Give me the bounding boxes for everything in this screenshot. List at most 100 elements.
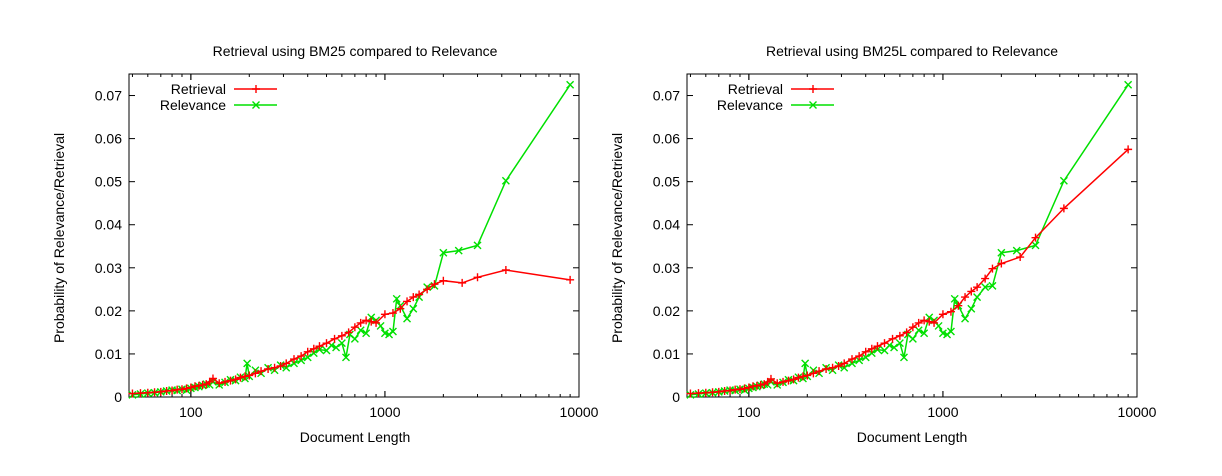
data-point-retrieval xyxy=(251,369,260,378)
data-point-relevance xyxy=(890,343,899,352)
data-point-retrieval xyxy=(997,259,1006,268)
legend-marker-right xyxy=(809,101,817,109)
data-point-retrieval xyxy=(245,371,254,380)
data-point-retrieval xyxy=(784,376,793,385)
data-point-retrieval xyxy=(828,363,837,372)
data-point-relevance xyxy=(946,327,955,336)
data-point-retrieval xyxy=(686,389,695,398)
y-tick-label: 0.05 xyxy=(653,174,680,190)
data-point-relevance xyxy=(981,283,990,292)
chart-right-y-label: Probability of Relevance/Retrieval xyxy=(609,133,625,343)
data-point-retrieval xyxy=(208,374,217,383)
data-point-retrieval xyxy=(367,317,376,326)
data-point-retrieval xyxy=(186,383,195,392)
y-tick-label: 0.06 xyxy=(95,131,122,147)
data-point-retrieval xyxy=(855,352,864,361)
data-point-relevance xyxy=(895,339,904,348)
data-point-retrieval xyxy=(861,347,870,356)
data-point-retrieval xyxy=(967,287,976,296)
data-point-retrieval xyxy=(182,384,191,393)
data-point-retrieval xyxy=(1124,145,1133,154)
data-point-retrieval xyxy=(168,386,177,395)
data-point-retrieval xyxy=(981,274,990,283)
x-tick-label: 1000 xyxy=(369,404,400,420)
data-point-relevance xyxy=(950,294,959,303)
legend-marker-left xyxy=(252,101,260,109)
data-point-retrieval xyxy=(735,385,744,394)
y-tick-label: 0.07 xyxy=(95,88,122,104)
data-point-relevance xyxy=(1031,241,1040,250)
y-tick-label: 0.02 xyxy=(95,303,122,319)
data-point-retrieval xyxy=(914,318,923,327)
data-point-retrieval xyxy=(177,385,186,394)
data-point-retrieval xyxy=(744,383,753,392)
y-tick-label: 0 xyxy=(114,389,122,405)
data-point-retrieval xyxy=(809,369,818,378)
data-point-retrieval xyxy=(290,355,299,364)
data-point-retrieval xyxy=(794,373,803,382)
data-point-retrieval xyxy=(752,381,761,390)
x-tick-label: 100 xyxy=(737,404,761,420)
data-point-retrieval xyxy=(458,278,467,287)
data-point-retrieval xyxy=(908,323,917,332)
x-tick-label: 1000 xyxy=(927,404,958,420)
data-point-relevance xyxy=(439,248,448,257)
data-point-retrieval xyxy=(231,375,240,384)
data-point-retrieval xyxy=(867,344,876,353)
chart-right-x-label: Document Length xyxy=(857,429,968,445)
y-tick-label: 0.03 xyxy=(95,260,122,276)
data-point-relevance xyxy=(967,304,976,313)
data-point-retrieval xyxy=(925,317,934,326)
data-point-relevance xyxy=(973,293,982,302)
data-point-retrieval xyxy=(848,355,857,364)
data-point-retrieval xyxy=(194,381,203,390)
data-point-retrieval xyxy=(954,301,963,310)
data-point-retrieval xyxy=(1059,204,1068,213)
data-point-relevance xyxy=(566,80,575,89)
data-point-retrieval xyxy=(840,359,849,368)
chart-left-legend: Retrieval Relevance xyxy=(160,81,277,113)
data-point-retrieval xyxy=(834,361,843,370)
data-point-retrieval xyxy=(766,374,775,383)
data-point-retrieval xyxy=(156,387,165,396)
legend-right-relevance-label: Relevance xyxy=(717,97,783,113)
chart-right-plot: 0 0.01 0.02 0.03 0.04 0.05 0.06 0.07 100 1000 1000… xyxy=(653,73,1157,420)
data-point-retrieval xyxy=(946,307,955,316)
data-point-relevance xyxy=(297,356,306,365)
y-tick-label: 0.02 xyxy=(653,303,680,319)
data-point-retrieval xyxy=(264,365,273,374)
x-tick-label: 10000 xyxy=(1118,404,1157,420)
data-point-relevance xyxy=(1059,176,1068,185)
plot-frame-right xyxy=(686,73,1138,398)
data-point-relevance xyxy=(920,329,929,338)
y-tick-label: 0.04 xyxy=(653,217,680,233)
data-point-retrieval xyxy=(240,372,249,381)
data-point-retrieval xyxy=(798,372,807,381)
data-point-retrieval xyxy=(701,388,710,397)
data-point-retrieval xyxy=(815,367,824,376)
data-point-retrieval xyxy=(920,316,929,325)
data-point-retrieval xyxy=(694,389,703,398)
data-point-retrieval xyxy=(344,328,353,337)
y-tick-label: 0.05 xyxy=(95,174,122,190)
data-point-retrieval xyxy=(362,316,371,325)
data-point-retrieval xyxy=(473,273,482,282)
data-point-retrieval xyxy=(714,387,723,396)
data-point-retrieval xyxy=(873,342,882,351)
legend-right-retrieval-label: Retrieval xyxy=(728,81,783,97)
data-point-retrieval xyxy=(270,363,279,372)
data-point-retrieval xyxy=(773,379,782,388)
y-tick-label: 0.07 xyxy=(653,88,680,104)
data-point-retrieval xyxy=(726,386,735,395)
data-point-relevance xyxy=(1124,80,1133,89)
chart-left-y-label: Probability of Relevance/Retrieval xyxy=(51,133,67,343)
data-point-retrieval xyxy=(322,339,331,348)
data-point-relevance xyxy=(403,314,412,323)
data-point-retrieval xyxy=(880,339,889,348)
data-point-relevance xyxy=(454,246,463,255)
data-point-relevance xyxy=(303,353,312,362)
data-point-retrieval xyxy=(756,380,765,389)
data-point-relevance xyxy=(801,359,810,368)
legend-marker-left xyxy=(252,85,260,93)
data-point-retrieval xyxy=(439,276,448,285)
